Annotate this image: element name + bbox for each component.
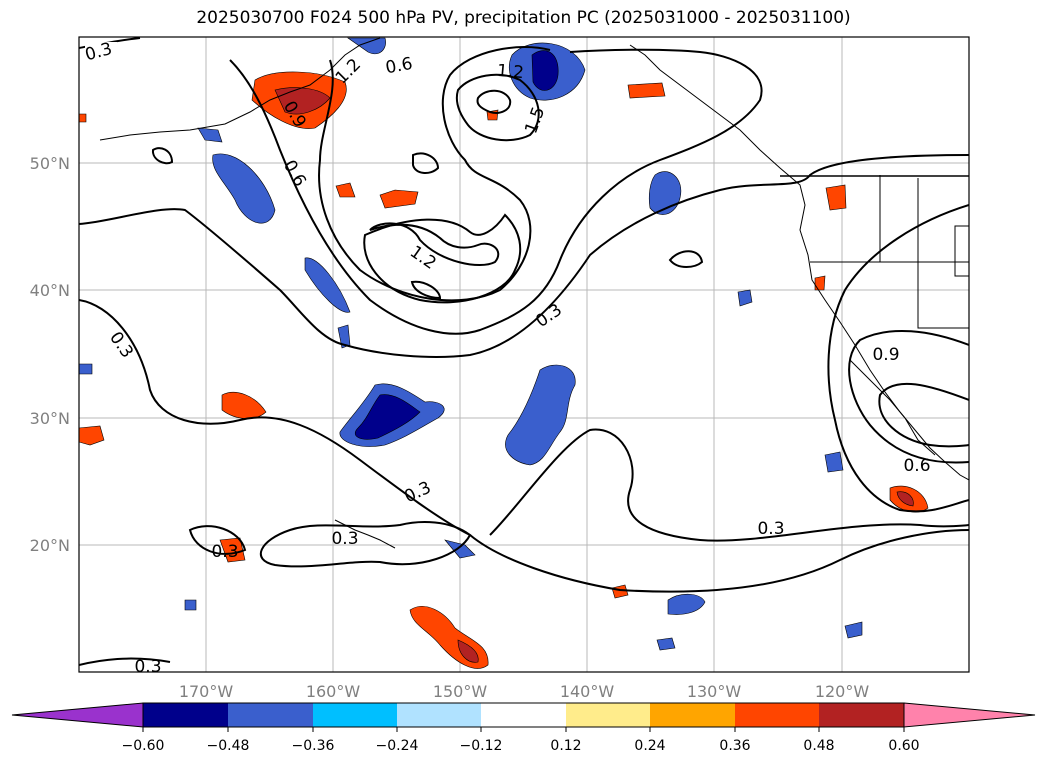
precipitation-shading <box>79 37 929 669</box>
contour-line <box>260 521 472 568</box>
colorbar-segment <box>819 703 904 727</box>
colorbar-tick-label: 0.48 <box>803 738 834 754</box>
contour-line <box>878 382 969 448</box>
map-panel <box>79 37 969 672</box>
lon-label: 130°W <box>687 682 742 701</box>
precip-positive-area <box>611 584 629 599</box>
contour-line <box>369 222 500 266</box>
precip-negative-area <box>656 637 676 651</box>
contour-label: 0.3 <box>134 657 161 677</box>
precip-negative-area <box>337 324 351 349</box>
coastlines <box>99 37 969 549</box>
contour-line <box>410 280 442 300</box>
precip-negative-area <box>304 257 351 313</box>
colorbar-segment <box>650 703 735 727</box>
lon-label: 150°W <box>433 682 488 701</box>
contour-label: 0.3 <box>757 519 784 539</box>
colorbar-segment <box>228 703 313 727</box>
contour-label: 0.9 <box>872 345 899 365</box>
contour-line <box>229 48 763 335</box>
lat-label: 30°N <box>30 409 70 428</box>
precip-positive-area <box>335 182 356 198</box>
precip-negative-area <box>197 127 223 143</box>
contour-line <box>79 154 969 358</box>
colorbar-segment <box>397 703 481 727</box>
colorbar-tick-label: 0.60 <box>888 738 919 754</box>
map-border <box>78 36 970 673</box>
precip-positive-area <box>814 275 826 291</box>
colorbar-tick-label: −0.48 <box>207 738 250 754</box>
colorbar-tick-label: −0.12 <box>460 738 503 754</box>
lat-label: 40°N <box>30 281 70 300</box>
colorbar-outline <box>142 702 905 728</box>
precip-positive-area <box>79 425 105 446</box>
contour-line <box>79 299 969 593</box>
precip-negative-area <box>844 621 863 639</box>
precip-negative-area <box>184 599 197 611</box>
colorbar-segment <box>566 703 650 727</box>
colorbar-segment <box>143 703 228 727</box>
colorbar-tick-label: −0.36 <box>292 738 335 754</box>
precip-negative-area <box>667 593 706 615</box>
contour-label: 0.6 <box>384 54 414 78</box>
latitude-labels: 50°N 40°N 30°N 20°N <box>30 154 70 555</box>
lon-label: 160°W <box>306 682 361 701</box>
colorbar-tick-label: −0.24 <box>376 738 419 754</box>
precip-positive-area <box>627 82 666 99</box>
contour-line <box>476 89 512 114</box>
precip-positive-area <box>825 184 847 211</box>
colorbar-extend-min <box>11 702 144 728</box>
lon-label: 120°W <box>815 682 870 701</box>
lat-label: 50°N <box>30 154 70 173</box>
precip-negative-area <box>444 539 476 559</box>
precip-negative-core <box>354 394 421 440</box>
contour-line <box>363 213 522 304</box>
colorbar: −0.60 −0.48 −0.36 −0.24 −0.12 0.12 0.24 … <box>11 702 1036 754</box>
contour-label: 0.3 <box>211 542 238 562</box>
precip-negative-area <box>737 289 753 307</box>
precip-positive-core <box>896 491 914 507</box>
map-title: 2025030700 F024 500 hPa PV, precipitatio… <box>196 8 851 28</box>
precip-positive-area <box>221 392 267 419</box>
contour-line <box>489 428 969 542</box>
precip-negative-area <box>79 363 93 375</box>
contour-line <box>79 657 171 666</box>
precip-negative-area <box>347 37 386 55</box>
colorbar-extend-max <box>903 702 1036 728</box>
contour-line <box>848 330 969 464</box>
colorbar-tick-label: 0.12 <box>550 738 581 754</box>
precip-negative-area <box>212 153 276 224</box>
colorbar-tick-label: 0.36 <box>719 738 750 754</box>
contour-line <box>188 525 247 555</box>
lon-label: 140°W <box>560 682 615 701</box>
contour-line <box>412 152 440 174</box>
precip-negative-core <box>531 50 559 91</box>
contour-label: 0.6 <box>903 456 930 476</box>
precip-positive-area <box>379 189 419 209</box>
pv-contours <box>79 37 969 666</box>
contour-line <box>668 250 704 268</box>
precip-positive-core <box>274 87 331 115</box>
contour-label: 0.3 <box>331 529 358 549</box>
contour-line <box>318 46 551 302</box>
contour-line <box>455 73 540 142</box>
precip-positive-core <box>457 639 479 663</box>
lon-label: 170°W <box>179 682 234 701</box>
contour-line <box>827 204 969 513</box>
precip-negative-area <box>648 171 682 215</box>
contour-line <box>151 147 174 165</box>
precip-positive-area <box>79 113 87 123</box>
precip-negative-area <box>824 451 844 473</box>
colorbar-segment <box>313 703 397 727</box>
lat-label: 20°N <box>30 536 70 555</box>
contour-label: 1.2 <box>496 61 525 83</box>
longitude-labels: 170°W 160°W 150°W 140°W 130°W 120°W <box>179 682 870 701</box>
colorbar-tick-label: 0.24 <box>634 738 665 754</box>
colorbar-segment <box>481 703 566 727</box>
colorbar-tick-label: −0.60 <box>122 738 165 754</box>
colorbar-segment <box>735 703 819 727</box>
precip-negative-area <box>505 364 576 466</box>
